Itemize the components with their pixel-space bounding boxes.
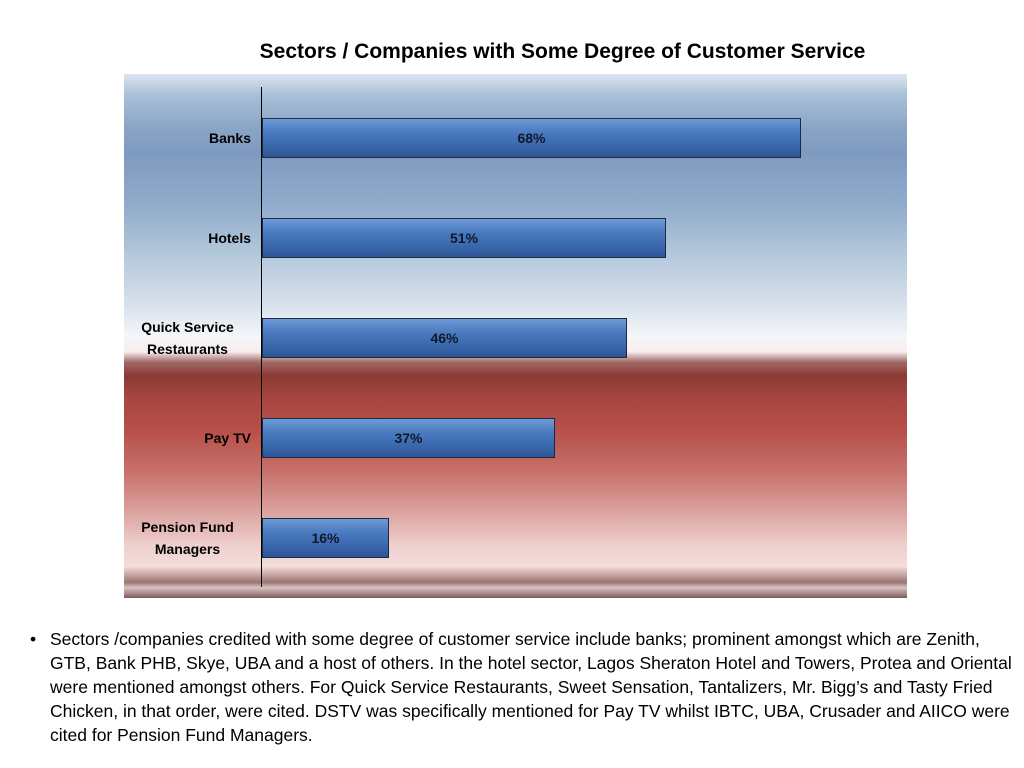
bar-0 — [262, 118, 801, 158]
bar-data-label-4: 16% — [311, 530, 340, 546]
bar-data-label-3: 37% — [394, 430, 423, 446]
category-label-line: Pension Fund — [141, 519, 234, 535]
bar-4 — [262, 518, 389, 558]
category-label-line: Restaurants — [147, 341, 228, 357]
category-axis-line — [261, 87, 262, 587]
bar-1 — [262, 218, 666, 258]
bullet-mark: • — [30, 629, 37, 649]
chart-plot-area: 68% Banks 51% Hotels 46% Quick Service Restaur… — [124, 74, 907, 598]
category-label-3: Pay TV — [124, 427, 251, 449]
category-label-line: Banks — [208, 130, 251, 146]
category-label-line: Managers — [154, 541, 221, 557]
bar-data-label-1: 51% — [449, 230, 479, 246]
category-label-line: Quick Service — [141, 319, 234, 335]
bar-data-label-2: 46% — [430, 330, 459, 346]
bar-3 — [262, 418, 555, 458]
category-label-4: Pension Fund Managers — [124, 516, 251, 560]
category-label-2: Quick Service Restaurants — [124, 316, 251, 360]
chart-title: Sectors / Companies with Some Degree of … — [259, 40, 866, 63]
bar-data-label-0: 68% — [517, 130, 546, 146]
bullet-text: Sectors /companies credited with some de… — [50, 629, 1012, 745]
category-label-line: Hotels — [208, 230, 251, 246]
category-label-line: Pay TV — [204, 430, 251, 446]
category-label-0: Banks — [124, 127, 251, 149]
bar-2 — [262, 318, 627, 358]
category-label-1: Hotels — [124, 227, 251, 249]
